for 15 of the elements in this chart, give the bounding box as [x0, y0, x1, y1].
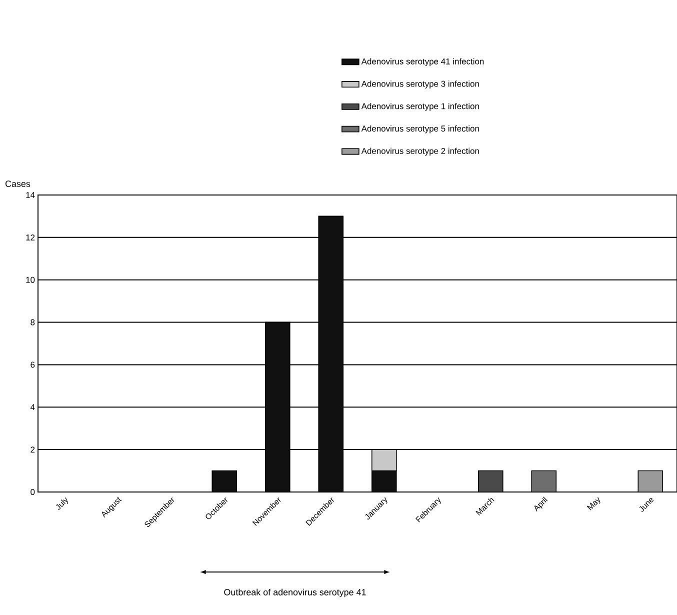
- legend-label: Adenovirus serotype 41 infection: [361, 58, 484, 66]
- y-tick-label: 0: [30, 488, 35, 495]
- legend-label: Adenovirus serotype 3 infection: [361, 80, 479, 88]
- y-tick-label: 8: [30, 319, 35, 326]
- legend-label: Adenovirus serotype 5 infection: [361, 125, 479, 134]
- y-axis-title: Cases: [5, 180, 30, 187]
- y-tick-label: 4: [30, 404, 35, 410]
- legend-label: Adenovirus serotype 2 infection: [361, 148, 479, 156]
- y-tick-label: 14: [26, 192, 35, 198]
- legend-label: Adenovirus serotype 1 infection: [361, 102, 479, 111]
- text: Outbreak of adenovirus serotype 41: [224, 588, 366, 598]
- y-tick-label: 2: [30, 446, 35, 453]
- y-tick-label: 12: [26, 234, 35, 240]
- y-tick-label: 10: [26, 276, 35, 283]
- y-tick-label: 6: [30, 362, 35, 368]
